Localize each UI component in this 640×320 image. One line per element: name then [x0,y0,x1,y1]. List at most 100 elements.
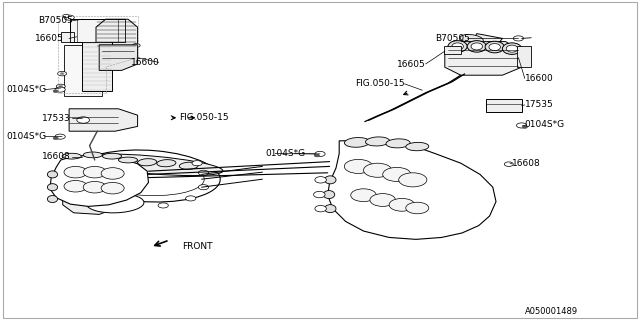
Polygon shape [461,34,502,64]
Polygon shape [96,19,138,50]
Polygon shape [50,155,148,206]
Polygon shape [517,46,531,67]
Circle shape [198,185,209,190]
Circle shape [192,161,202,166]
Ellipse shape [467,41,486,52]
Text: 16608: 16608 [42,152,70,161]
Ellipse shape [179,162,198,169]
Ellipse shape [386,139,410,148]
Ellipse shape [76,185,91,190]
Ellipse shape [448,41,467,52]
Circle shape [88,184,98,189]
Polygon shape [64,179,134,210]
Text: 0104S*G: 0104S*G [266,149,306,158]
Circle shape [389,198,415,211]
Polygon shape [486,99,522,112]
Circle shape [55,134,65,139]
Circle shape [55,87,65,92]
Text: FIG.050-15: FIG.050-15 [355,79,405,88]
Ellipse shape [315,205,326,212]
Circle shape [370,194,396,206]
Polygon shape [69,109,138,131]
Polygon shape [61,32,74,42]
Polygon shape [99,45,138,70]
Circle shape [59,85,63,87]
Ellipse shape [157,160,176,167]
Ellipse shape [489,44,500,51]
Ellipse shape [74,150,220,202]
Circle shape [60,73,64,75]
Circle shape [315,151,325,156]
Ellipse shape [86,194,144,213]
Ellipse shape [467,44,490,53]
Circle shape [53,90,58,92]
Ellipse shape [118,160,138,167]
Ellipse shape [47,171,58,178]
Circle shape [364,163,392,177]
Circle shape [53,137,58,140]
Ellipse shape [506,45,518,52]
Circle shape [383,167,411,181]
Circle shape [121,48,129,52]
Ellipse shape [344,138,370,147]
Circle shape [522,126,527,128]
Ellipse shape [406,142,429,151]
Circle shape [351,189,376,202]
Ellipse shape [138,159,157,166]
Ellipse shape [315,177,326,183]
Text: 0104S*G: 0104S*G [6,85,47,94]
Ellipse shape [502,43,522,54]
Polygon shape [70,19,125,42]
Text: B70505: B70505 [435,34,470,43]
Circle shape [406,202,429,214]
Ellipse shape [118,157,138,163]
Ellipse shape [324,176,336,184]
Ellipse shape [479,63,502,72]
Text: 0104S*G: 0104S*G [525,120,565,129]
Circle shape [80,164,90,169]
Text: 16600: 16600 [131,58,160,67]
Circle shape [314,154,319,157]
Polygon shape [444,46,461,54]
Circle shape [64,166,87,178]
Text: 17533: 17533 [42,114,70,123]
Circle shape [399,173,427,187]
Ellipse shape [62,153,81,159]
Text: 0104S*G: 0104S*G [6,132,47,141]
Ellipse shape [485,41,504,53]
Text: A050001489: A050001489 [525,307,578,316]
Ellipse shape [47,196,58,203]
Circle shape [83,166,106,178]
Circle shape [63,14,69,18]
Circle shape [67,156,76,161]
Ellipse shape [102,153,122,159]
Text: FRONT: FRONT [182,242,213,251]
Ellipse shape [83,152,102,158]
Circle shape [83,181,106,193]
Circle shape [56,84,65,89]
Circle shape [105,48,113,52]
Ellipse shape [460,35,483,44]
Text: 16605: 16605 [397,60,426,68]
Ellipse shape [324,205,336,213]
Ellipse shape [78,154,223,176]
Ellipse shape [365,137,390,146]
Circle shape [186,196,196,201]
Circle shape [513,36,524,41]
Ellipse shape [314,191,325,198]
Text: FIG.050-15: FIG.050-15 [179,113,229,122]
Ellipse shape [74,177,90,182]
Circle shape [132,44,140,47]
Polygon shape [63,194,112,214]
Text: 16605: 16605 [35,34,64,43]
Text: 16608: 16608 [512,159,541,168]
Circle shape [344,159,372,173]
Circle shape [58,71,67,76]
Text: 16600: 16600 [525,74,554,83]
Circle shape [198,170,209,175]
Ellipse shape [452,43,463,50]
Circle shape [123,204,133,209]
Circle shape [95,44,103,48]
Polygon shape [328,141,496,239]
Polygon shape [64,45,102,96]
